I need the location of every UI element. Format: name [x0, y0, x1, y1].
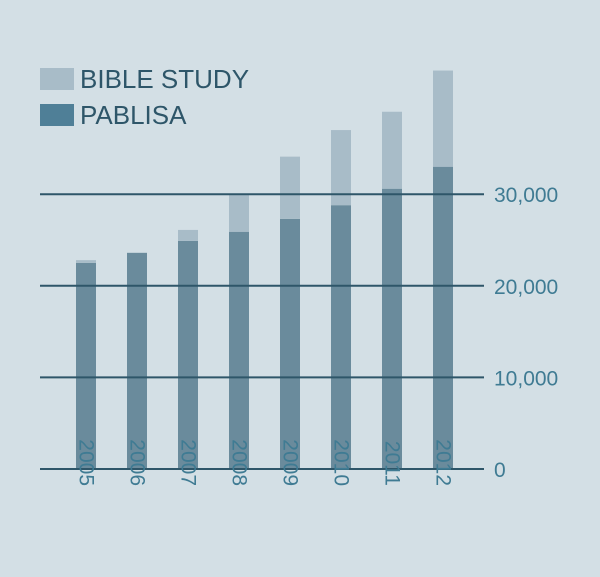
legend: BIBLE STUDY PABLISA — [40, 64, 249, 130]
x-tick-label-2007: 2007 — [177, 439, 200, 486]
y-tick-label-30,000: 30,000 — [494, 184, 558, 207]
bar-pablisa-2006 — [127, 252, 147, 469]
x-tick-label-2009: 2009 — [279, 439, 302, 486]
legend-swatch-pablisa — [40, 104, 74, 126]
bars-group — [76, 70, 453, 470]
x-tick-label-2005: 2005 — [75, 439, 98, 486]
x-tick-label-2012: 2012 — [432, 439, 455, 486]
bar-pablisa-2012 — [433, 166, 453, 469]
y-tick-label-10,000: 10,000 — [494, 367, 558, 390]
x-tick-label-2006: 2006 — [126, 439, 149, 486]
bar-bible-study-2008 — [229, 195, 249, 232]
legend-swatch-bible-study — [40, 68, 74, 90]
y-tick-label-0: 0 — [494, 459, 506, 482]
legend-label-pablisa: PABLISA — [80, 100, 187, 130]
bar-bible-study-2005 — [76, 260, 96, 263]
bar-pablisa-2005 — [76, 262, 96, 469]
bar-pablisa-2007 — [178, 240, 198, 469]
bar-bible-study-2007 — [178, 229, 198, 241]
legend-label-bible-study: BIBLE STUDY — [80, 64, 249, 94]
y-tick-label-20,000: 20,000 — [494, 276, 558, 299]
x-tick-label-2011: 2011 — [381, 441, 404, 486]
x-tick-labels: 2005 2006 2007 2008 2009 2010 2011 2012 — [75, 439, 455, 486]
bar-pablisa-2009 — [280, 218, 300, 469]
gridlines-group — [40, 193, 484, 470]
bar-bible-study-2012 — [433, 70, 453, 167]
bar-bible-study-2011 — [382, 111, 402, 189]
bar-bible-study-2009 — [280, 156, 300, 219]
x-tick-label-2008: 2008 — [228, 439, 251, 486]
bar-pablisa-2011 — [382, 188, 402, 470]
bar-pablisa-2010 — [331, 205, 351, 469]
y-tick-labels: 0 10,000 20,000 30,000 — [494, 184, 558, 482]
x-tick-label-2010: 2010 — [330, 439, 353, 486]
bar-bible-study-2010 — [331, 130, 351, 206]
bar-pablisa-2008 — [229, 231, 249, 469]
